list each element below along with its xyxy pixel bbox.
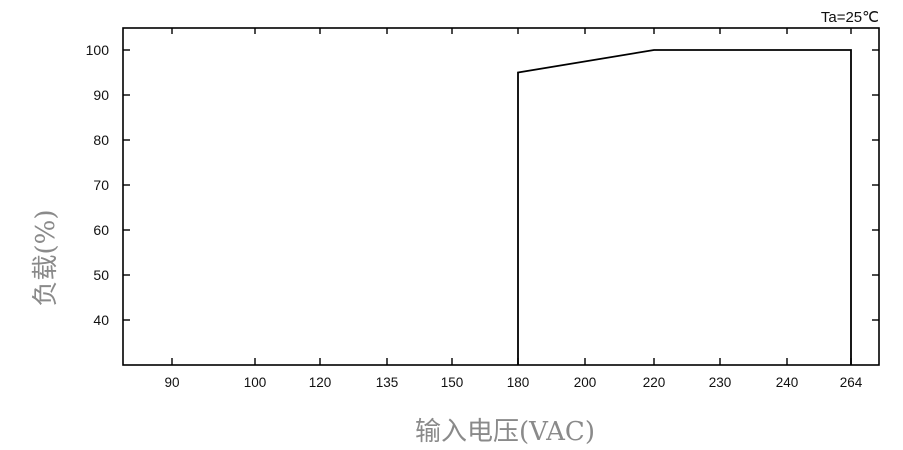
x-axis-title: 输入电压(VAC): [415, 417, 595, 447]
x-axis-tick-labels: 90 100 120 135 150 180 200 220 230 240 264: [164, 375, 862, 390]
x-tick-label: 135: [376, 375, 399, 390]
y-tick-label: 60: [93, 222, 109, 238]
x-tick-label: 150: [441, 375, 464, 390]
plot-frame: [122, 27, 880, 366]
series-line-0: [517, 49, 852, 365]
x-tick-label: 264: [840, 375, 863, 390]
y-tick-label: 50: [93, 267, 109, 283]
x-tick-label: 230: [709, 375, 732, 390]
x-tick-label: 200: [574, 375, 597, 390]
x-tick-label: 180: [507, 375, 530, 390]
x-axis-ticks: [171, 28, 852, 365]
y-tick-label: 90: [93, 87, 109, 103]
y-axis-tick-labels: 40 50 60 70 80 90 100: [86, 42, 110, 328]
y-tick-label: 100: [86, 42, 110, 58]
x-tick-label: 90: [164, 375, 179, 390]
x-tick-label: 220: [643, 375, 666, 390]
series-group: [517, 49, 852, 365]
y-tick-label: 70: [93, 177, 109, 193]
y-tick-label: 80: [93, 132, 109, 148]
x-tick-label: 240: [776, 375, 799, 390]
temperature-annotation: Ta=25℃: [821, 9, 879, 26]
x-tick-label: 120: [309, 375, 332, 390]
y-axis-ticks: [123, 49, 879, 321]
y-tick-label: 40: [93, 312, 109, 328]
x-tick-label: 100: [244, 375, 267, 390]
y-axis-title: 负载(%): [31, 210, 61, 307]
